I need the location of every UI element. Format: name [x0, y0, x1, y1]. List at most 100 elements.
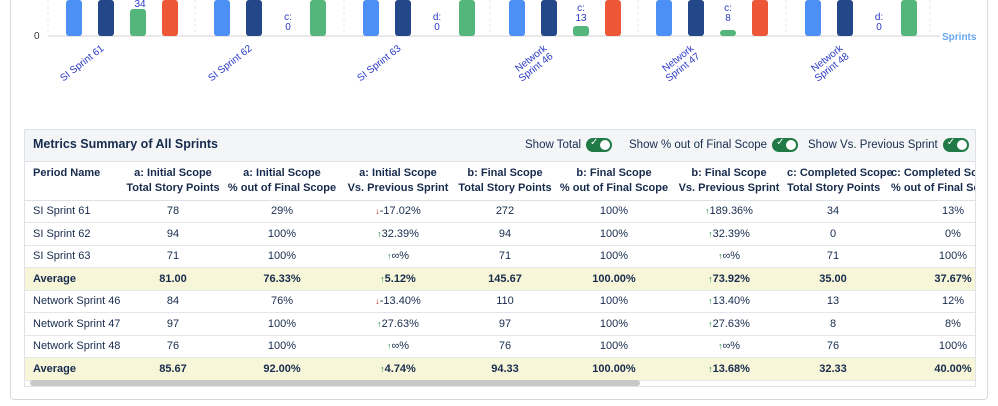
table-cell: 97 [123, 312, 223, 336]
arrow-down-icon: ↓ [375, 296, 380, 307]
table-cell: 76.33% [223, 267, 341, 291]
arrow-up-icon: ↑ [386, 341, 392, 352]
table-cell: ↑∞% [673, 335, 785, 358]
bar-completed-scope[interactable] [130, 9, 146, 36]
bar-d-series[interactable] [605, 0, 621, 36]
table-cell: 85.67 [123, 357, 223, 381]
table-cell: 110 [455, 290, 555, 313]
bar-final-scope[interactable] [837, 0, 853, 36]
bar-final-scope[interactable] [98, 0, 114, 36]
table-cell: 100% [223, 245, 341, 268]
bar-d-series[interactable] [162, 0, 178, 36]
show-percent-toggle[interactable]: ✓ [772, 137, 799, 152]
check-icon: ✓ [946, 137, 956, 148]
table-row: Network Sprint 48 76 100% ↑∞% 76 100% ↑∞% 76 100… [25, 335, 975, 358]
bar-completed-scope[interactable] [459, 0, 475, 36]
table-cell: ↑4.74% [341, 357, 455, 381]
y-axis-zero-tick: 0 [34, 31, 40, 42]
table-cell: 71 [455, 245, 555, 268]
table-cell: 100% [555, 312, 673, 336]
bar-data-label: 34 [134, 0, 146, 10]
bar-data-label: d: 0 [874, 12, 884, 33]
table-cell: ↑13.68% [673, 357, 785, 381]
bar-completed-scope[interactable] [573, 26, 589, 36]
table-cell: ↓-17.02% [341, 200, 455, 223]
bar-completed-scope[interactable] [720, 30, 736, 36]
table-cell: 94 [455, 222, 555, 246]
table-cell: ↑27.63% [673, 312, 785, 336]
table-cell: 272 [455, 200, 555, 223]
bar-completed-scope[interactable] [901, 0, 917, 36]
table-cell: 100% [555, 245, 673, 268]
table-cell: 81.00 [123, 267, 223, 291]
table-row: Network Sprint 47 97 100% ↑27.63% 97 100% ↑27.… [25, 312, 975, 336]
table-cell: ↑73.92% [673, 267, 785, 291]
table-cell: 145.67 [455, 267, 555, 291]
table-cell: SI Sprint 63 [25, 245, 123, 268]
arrow-up-icon: ↑ [708, 273, 713, 284]
column-header: a: Initial Scope Total Story Points [123, 162, 223, 201]
average-row: Average 85.67 92.00% ↑4.74% 94.33 100.00% ↑13.… [25, 357, 975, 381]
table-cell: 40.00% [881, 357, 975, 381]
table-row: Network Sprint 46 84 76% ↓-13.40% 110 100% ↑13… [25, 290, 975, 313]
table-cell: 12% [881, 290, 975, 313]
table-cell: ↑5.12% [341, 267, 455, 291]
table-cell: 100.00% [555, 267, 673, 291]
bar-data-label: c: 13 [575, 3, 587, 24]
bar-initial-scope[interactable] [363, 0, 379, 36]
metrics-table: Period Name a: Initial Scope Total Story P… [25, 162, 975, 381]
column-header: a: Initial Scope Vs. Previous Sprint [341, 162, 455, 201]
show-vs-previous-label: Show Vs. Previous Sprint [808, 139, 938, 151]
bar-initial-scope[interactable] [656, 0, 672, 36]
table-cell: ↑∞% [341, 335, 455, 358]
chart-canvas [47, 0, 940, 37]
table-cell: Network Sprint 48 [25, 335, 123, 358]
table-cell: 0% [881, 222, 975, 246]
bar-initial-scope[interactable] [509, 0, 525, 36]
show-total-toggle[interactable]: ✓ [586, 137, 613, 152]
show-vs-previous-toggle-group[interactable]: Show Vs. Previous Sprint ✓ [808, 137, 969, 152]
table-cell: 100% [881, 245, 975, 268]
bar-initial-scope[interactable] [214, 0, 230, 36]
bar-initial-scope[interactable] [66, 0, 82, 36]
show-total-label: Show Total [525, 139, 582, 151]
column-header: c: Completed Sc% out of Final Sc [881, 162, 975, 201]
show-total-toggle-group[interactable]: Show Total ✓ [525, 137, 613, 152]
bar-initial-scope[interactable] [805, 0, 821, 36]
table-cell: 100% [555, 290, 673, 313]
arrow-up-icon: ↑ [708, 228, 713, 239]
bar-final-scope[interactable] [541, 0, 557, 36]
table-cell: 76% [223, 290, 341, 313]
bar-final-scope[interactable] [688, 0, 704, 36]
table-cell: 100.00% [555, 357, 673, 381]
column-header: b: Final Scope Total Story Points [455, 162, 555, 201]
bar-d-series[interactable] [752, 0, 768, 36]
table-cell: Average [25, 267, 123, 291]
sprint-bar-chart: 0 Sprints 34 SI Sprint 61 c: 0 SI Sprint 62 d… [0, 0, 998, 120]
table-cell: ↑∞% [673, 245, 785, 268]
column-header: a: Initial Scope% out of Final Scope [223, 162, 341, 201]
horizontal-scrollbar[interactable] [30, 380, 640, 386]
table-cell: 97 [455, 312, 555, 336]
table-cell: ↑13.40% [673, 290, 785, 313]
bar-completed-scope[interactable] [310, 0, 326, 36]
table-cell: 100% [223, 335, 341, 358]
arrow-up-icon: ↑ [717, 251, 723, 262]
bar-data-label: d: 0 [432, 12, 442, 33]
bar-final-scope[interactable] [246, 0, 262, 36]
table-cell: 84 [123, 290, 223, 313]
table-cell: SI Sprint 61 [25, 200, 123, 223]
bar-final-scope[interactable] [395, 0, 411, 36]
arrow-up-icon: ↑ [386, 251, 392, 262]
table-cell: ↑189.36% [673, 200, 785, 223]
arrow-up-icon: ↑ [708, 296, 713, 307]
table-header-row: Period Name a: Initial Scope Total Story P… [25, 162, 975, 201]
show-percent-toggle-group[interactable]: Show % out of Final Scope ✓ [629, 137, 799, 152]
table-cell: 76 [785, 335, 881, 358]
table-row: SI Sprint 62 94 100% ↑32.39% 94 100% ↑32.39% 0 0… [25, 222, 975, 246]
x-axis-title: Sprints [942, 32, 977, 43]
table-cell: 100% [555, 200, 673, 223]
show-vs-previous-toggle[interactable]: ✓ [942, 137, 969, 152]
table-cell: 34 [785, 200, 881, 223]
metrics-summary-panel: Metrics Summary of All Sprints Show Tota… [24, 129, 976, 387]
